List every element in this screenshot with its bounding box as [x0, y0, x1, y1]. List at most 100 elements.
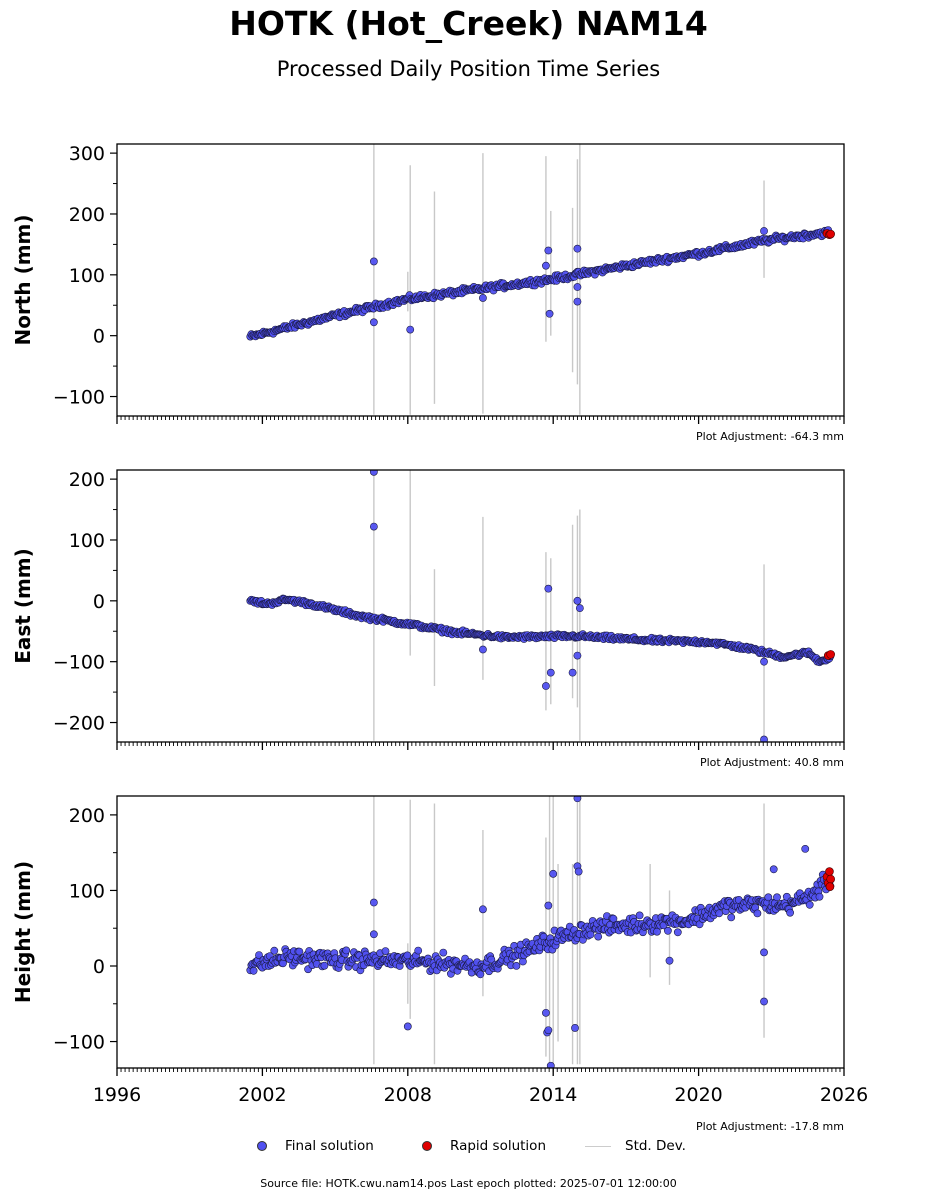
final-point-outlier [544, 584, 553, 593]
final-point [295, 947, 304, 956]
rapid-points [822, 867, 835, 891]
final-point [753, 909, 762, 918]
y-tick-label: −200 [53, 713, 105, 735]
y-tick-label: 200 [69, 469, 105, 491]
axes-frame [116, 469, 845, 743]
final-point-outlier [542, 1008, 550, 1017]
final-point [805, 900, 814, 909]
final-point-outlier [573, 796, 582, 803]
rapid-point [826, 650, 835, 659]
plot-adjustment-note: Plot Adjustment: -17.8 mm [696, 1120, 844, 1133]
final-point-outlier [549, 869, 558, 878]
chart-title: HOTK (Hot_Creek) NAM14 [229, 4, 708, 43]
legend-rapid-marker [422, 1141, 432, 1151]
plot-area [246, 796, 835, 1068]
final-point-outlier [801, 844, 810, 853]
final-point-outlier [544, 901, 553, 910]
final-point-outlier [544, 1026, 553, 1035]
final-point [249, 966, 258, 975]
final-point [673, 928, 682, 937]
y-tick-label: 300 [69, 143, 105, 165]
rapid-point [825, 867, 834, 876]
final-point [727, 913, 736, 922]
final-point-outlier [546, 1061, 555, 1068]
y-tick-label: 100 [69, 530, 105, 552]
y-tick-label: −100 [53, 652, 105, 674]
x-tick-label: 2020 [674, 1084, 722, 1106]
final-point [519, 957, 527, 966]
final-points [246, 226, 834, 341]
final-point [255, 951, 263, 959]
rapid-points [822, 229, 835, 239]
y-tick-label: 100 [69, 880, 105, 902]
final-point [786, 908, 794, 917]
final-point [403, 951, 412, 960]
final-point-outlier [665, 956, 674, 965]
legend-final: Final solution [257, 1138, 374, 1154]
final-point-outlier [573, 297, 582, 306]
final-point-outlier [568, 668, 577, 677]
x-tick-label: 2002 [238, 1084, 286, 1106]
y-tick-label: 0 [93, 956, 105, 978]
final-point-outlier [479, 905, 487, 914]
x-tick-label: 2026 [820, 1084, 868, 1106]
final-point [764, 893, 773, 902]
final-point-outlier [571, 1024, 579, 1032]
y-tick-label: 200 [69, 805, 105, 827]
plot-area [246, 144, 835, 415]
final-point-outlier [760, 227, 768, 235]
final-point [270, 946, 279, 955]
legend-std-label: Std. Dev. [625, 1138, 686, 1154]
final-point-outlier [479, 294, 487, 302]
x-tick-label: 2008 [384, 1084, 432, 1106]
legend-rapid-label: Rapid solution [450, 1138, 546, 1154]
final-point [594, 932, 603, 941]
final-point [342, 946, 351, 955]
axes-frame [116, 795, 845, 1069]
final-point-outlier [369, 318, 378, 327]
final-point-outlier [545, 309, 554, 318]
source-footer: Source file: HOTK.cwu.nam14.pos Last epo… [260, 1177, 677, 1190]
rapid-point [826, 874, 835, 884]
final-point [476, 970, 485, 979]
panel-0: −100 0 100 200 300 North (mm) Plot Adjustment:… [11, 143, 845, 443]
final-point [439, 948, 448, 957]
final-point [635, 911, 644, 920]
final-point-outlier [544, 246, 553, 255]
final-point [609, 914, 618, 923]
chart-subtitle: Processed Daily Position Time Series [276, 57, 661, 81]
x-tick-label: 1996 [93, 1084, 141, 1106]
final-point-outlier [573, 283, 582, 291]
legend-std-line [585, 1145, 611, 1147]
y-tick-label: 0 [93, 326, 105, 348]
final-point-outlier [760, 997, 768, 1006]
y-tick-label: 100 [69, 265, 105, 287]
plot-area [246, 470, 835, 742]
final-point-outlier [369, 257, 378, 266]
y-tick-label: 200 [69, 204, 105, 226]
y-axis-label: East (mm) [11, 548, 35, 664]
final-point [715, 909, 724, 918]
final-point [414, 946, 423, 955]
final-point-outlier [369, 930, 378, 939]
rapid-point [825, 882, 835, 891]
plot-adjustment-note: Plot Adjustment: -64.3 mm [696, 430, 844, 443]
legend-std: Std. Dev. [585, 1138, 686, 1154]
y-tick-label: 0 [93, 591, 105, 613]
final-point-outlier [760, 948, 768, 957]
final-point-outlier [403, 1022, 412, 1031]
final-point-outlier [760, 657, 768, 666]
final-point-outlier [769, 865, 778, 874]
final-points [246, 796, 835, 1068]
rapid-points [823, 650, 835, 660]
panel-2: −100 0 100 200 1996 2002 2008 2014 2020 2026 Heigh… [11, 795, 868, 1133]
final-point-outlier [573, 596, 582, 605]
final-point-outlier [574, 867, 583, 876]
axes-frame [116, 143, 845, 417]
y-tick-label: −100 [53, 1032, 105, 1054]
x-tick-label: 2014 [529, 1084, 577, 1106]
final-point [773, 893, 781, 902]
legend: Final solution Rapid solution Std. Dev. [0, 1136, 937, 1158]
final-point-outlier [369, 470, 378, 476]
